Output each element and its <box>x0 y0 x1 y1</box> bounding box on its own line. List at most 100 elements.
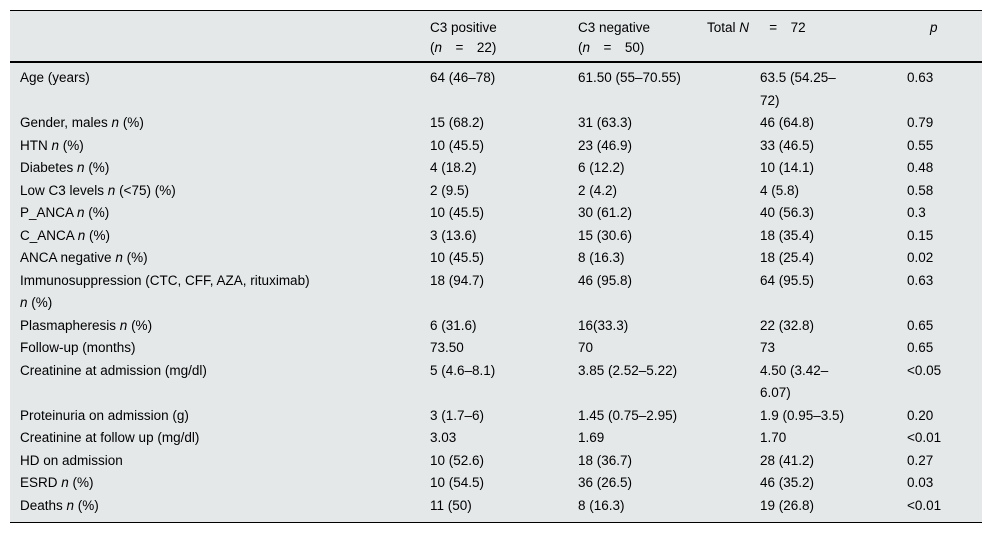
c3-negative-value: 1.69 <box>578 430 605 445</box>
italic-text: n <box>119 317 128 333</box>
text: Low C3 levels <box>20 182 108 198</box>
text: Follow-up (months) <box>20 340 136 355</box>
c3-negative-value: 30 (61.2) <box>578 205 633 220</box>
row-label: Low C3 levels n (<75) (%) <box>10 180 430 203</box>
row-label: Creatinine at admission (mg/dl) <box>10 360 430 405</box>
text: (%) <box>59 137 84 153</box>
row-label: P_ANCA n (%) <box>10 202 430 225</box>
row-label: HTN n (%) <box>10 135 430 158</box>
text: ANCA negative <box>20 250 116 265</box>
total-value: 73 <box>760 340 776 355</box>
p-value: 0.03 <box>907 475 934 490</box>
c3-positive-value: 6 (31.6) <box>430 317 477 333</box>
c3-positive-value: 10 (45.5) <box>430 137 485 153</box>
c3-positive-value: 3.03 <box>430 430 457 445</box>
italic-text: n <box>434 40 443 55</box>
c3-negative-value: 61.50 (55–70.55) <box>578 70 681 85</box>
header-text-line: C3 positive <box>430 18 578 38</box>
text: Age (years) <box>20 70 90 85</box>
row-label: Follow-up (months) <box>10 337 430 360</box>
p-value: 0.15 <box>907 227 934 243</box>
table-row: ANCA negative n (%) 10 (45.5) 8 (16.3) 18 (… <box>10 247 982 270</box>
text: Deaths <box>20 497 67 513</box>
row-label: Deaths n (%) <box>10 495 430 518</box>
text: Proteinuria on admission (g) <box>20 407 189 423</box>
text: (%) <box>27 295 53 310</box>
table-row: C_ANCA n (%) 3 (13.6) 15 (30.6) 18 (35.4) 0.… <box>10 225 982 248</box>
c3-positive-value: 18 (94.7) <box>430 272 485 288</box>
c3-negative-value: 23 (46.9) <box>578 137 633 153</box>
p-value: 0.63 <box>907 272 934 288</box>
header-total-column: Total N = 72 <box>707 18 907 58</box>
table-row: Follow-up (months) 73.50 70 73 0.65 <box>10 337 982 360</box>
header-text-line: p <box>907 18 982 38</box>
c3-negative-value: 6 (12.2) <box>578 160 625 175</box>
p-value: 0.65 <box>907 340 934 355</box>
c3-negative-value: 8 (16.3) <box>578 497 625 513</box>
table-row: Gender, males n (%) 15 (68.2) 31 (63.3) 46 … <box>10 112 982 135</box>
text: Immunosuppression (CTC, CFF, AZA, rituxi… <box>20 272 310 288</box>
table-row: HD on admission 10 (52.6) 18 (36.7) 28 (41.… <box>10 450 982 473</box>
c3-positive-value: 3 (1.7–6) <box>430 407 485 423</box>
total-value: 46 (35.2) <box>760 475 815 490</box>
total-value: 22 (32.8) <box>760 317 815 333</box>
table-row: Age (years) 64 (46–78) 61.50 (55–70.55) 63.… <box>10 67 982 112</box>
total-value: 1.9 (0.95–3.5) <box>760 407 845 423</box>
total-value: 40 (56.3) <box>760 205 815 220</box>
c3-positive-value: 73.50 <box>430 340 464 355</box>
italic-text: n <box>66 497 75 513</box>
p-value: 0.79 <box>907 115 934 130</box>
header-text-line: C3 negative <box>578 18 760 38</box>
text: (%) <box>85 227 111 243</box>
p-value: 0.63 <box>907 70 934 85</box>
text: ( <box>430 40 435 55</box>
p-value: <0.01 <box>907 430 942 445</box>
row-label: Diabetes n (%) <box>10 157 430 180</box>
text: C_ANCA <box>20 227 78 243</box>
row-label: C_ANCA n (%) <box>10 225 430 248</box>
header-text-line: Total N = 72 <box>707 18 907 38</box>
clinical-characteristics-table: C3 positive (n = 22) C3 negative (n = 50) To… <box>10 10 982 523</box>
text: (%) <box>127 317 153 333</box>
table-row: P_ANCA n (%) 10 (45.5) 30 (61.2) 40 (56.3) 0… <box>10 202 982 225</box>
italic-text: N <box>739 20 750 35</box>
header-row-label-column <box>10 18 430 58</box>
p-value: 0.02 <box>907 250 934 265</box>
text: C3 positive <box>430 20 497 35</box>
table-row: Diabetes n (%) 4 (18.2) 6 (12.2) 10 (14.1) 0… <box>10 157 982 180</box>
c3-positive-value: 2 (9.5) <box>430 182 470 198</box>
text: C3 negative <box>578 20 651 35</box>
p-value: 0.65 <box>907 317 934 333</box>
c3-negative-value: 31 (63.3) <box>578 115 633 130</box>
p-value: 0.48 <box>907 160 934 175</box>
header-c3-positive-column: C3 positive (n = 22) <box>430 18 578 58</box>
text: HD on admission <box>20 452 123 468</box>
italic-text: n <box>61 475 69 490</box>
header-c3-negative-column: C3 negative (n = 50) <box>578 18 760 58</box>
text: HTN <box>20 137 52 153</box>
c3-positive-value: 64 (46–78) <box>430 70 496 85</box>
text: ( <box>578 40 583 55</box>
text: Diabetes <box>20 160 78 175</box>
italic-text: n <box>51 137 60 153</box>
text: = 50) <box>590 40 645 55</box>
total-value: 64 (95.5) <box>760 272 815 288</box>
text: P_ANCA <box>20 205 78 220</box>
text: = 22) <box>442 40 497 55</box>
row-label: Creatinine at follow up (mg/dl) <box>10 427 430 450</box>
italic-text: n <box>77 160 85 175</box>
text: (%) <box>84 205 110 220</box>
total-value: 4 (5.8) <box>760 182 800 198</box>
total-value: 63.5 (54.25– 72) <box>760 70 836 108</box>
p-value: 0.20 <box>907 407 934 423</box>
c3-positive-value: 10 (45.5) <box>430 205 485 220</box>
c3-positive-value: 10 (45.5) <box>430 250 485 265</box>
total-value: 19 (26.8) <box>760 497 815 513</box>
c3-positive-value: 10 (54.5) <box>430 475 485 490</box>
total-value: 10 (14.1) <box>760 160 815 175</box>
row-label: ESRD n (%) <box>10 472 430 495</box>
c3-positive-value: 5 (4.6–8.1) <box>430 362 496 378</box>
c3-negative-value: 18 (36.7) <box>578 452 633 468</box>
p-value: <0.05 <box>907 362 942 378</box>
